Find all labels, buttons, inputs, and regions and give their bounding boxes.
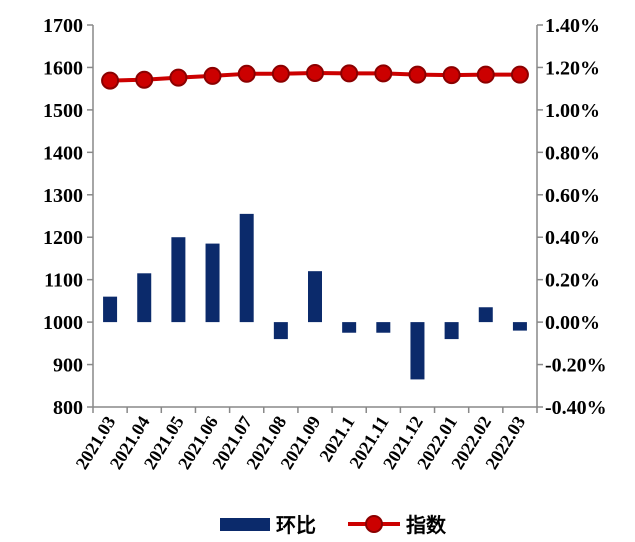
line-point: [340, 64, 359, 83]
left-tick-label: 1600: [43, 57, 83, 79]
right-tick-label: 0.20%: [545, 270, 600, 292]
bar: [512, 322, 527, 331]
legend-label-bar: 环比: [276, 513, 316, 537]
bar: [239, 213, 254, 323]
bar: [376, 322, 391, 333]
right-tick-label: 0.60%: [545, 185, 600, 207]
line-point: [135, 70, 154, 89]
right-tick-label: -0.20%: [545, 355, 607, 377]
left-tick-label: 1400: [43, 142, 83, 164]
left-tick-label: 1300: [43, 185, 83, 207]
right-tick-label: 0.40%: [545, 227, 600, 249]
line-point: [442, 66, 461, 85]
right-tick-label: -0.40%: [545, 397, 607, 419]
line-point: [476, 65, 495, 84]
left-tick-label: 1100: [44, 270, 83, 292]
axes: 800 900 1000 1100 1200 1300 1400 1500 1600 1700 -0…: [43, 15, 607, 419]
bar: [478, 307, 493, 323]
line-point: [408, 65, 427, 84]
line-point: [169, 68, 188, 87]
bar: [273, 322, 288, 340]
bar: [410, 322, 425, 380]
bar: [103, 296, 118, 323]
right-tick-label: 1.00%: [545, 100, 600, 122]
bar: [205, 243, 220, 323]
line-point: [510, 65, 529, 84]
bar-series-环比: [103, 213, 527, 380]
line-series-指数: [101, 63, 529, 90]
right-tick-label: 0.80%: [545, 142, 600, 164]
left-tick-label: 800: [53, 397, 83, 419]
right-tick-label: 1.40%: [545, 15, 600, 37]
line-point: [203, 66, 222, 85]
bar: [137, 273, 152, 323]
bar: [171, 237, 186, 323]
line-point: [271, 64, 290, 83]
line-point: [101, 71, 120, 90]
line-point: [306, 63, 324, 82]
right-tick-label: 0.00%: [545, 312, 600, 334]
line-point: [374, 64, 393, 83]
bar: [444, 322, 459, 340]
left-tick-label: 1500: [43, 100, 83, 122]
left-tick-label: 1200: [43, 227, 83, 249]
legend: 环比 指数: [220, 513, 447, 537]
left-tick-label: 1000: [43, 312, 83, 334]
legend-label-line: 指数: [406, 513, 447, 537]
left-tick-label: 1700: [43, 15, 83, 37]
bar: [308, 271, 322, 323]
bar: [342, 322, 357, 333]
left-tick-label: 900: [53, 355, 83, 377]
x-tick-labels: 2021.032021.042021.052021.062021.072021.…: [72, 413, 530, 473]
legend-swatch-bar: [220, 518, 270, 531]
legend-swatch-marker: [365, 515, 383, 533]
line-point: [237, 64, 256, 83]
right-tick-label: 1.20%: [545, 57, 600, 79]
